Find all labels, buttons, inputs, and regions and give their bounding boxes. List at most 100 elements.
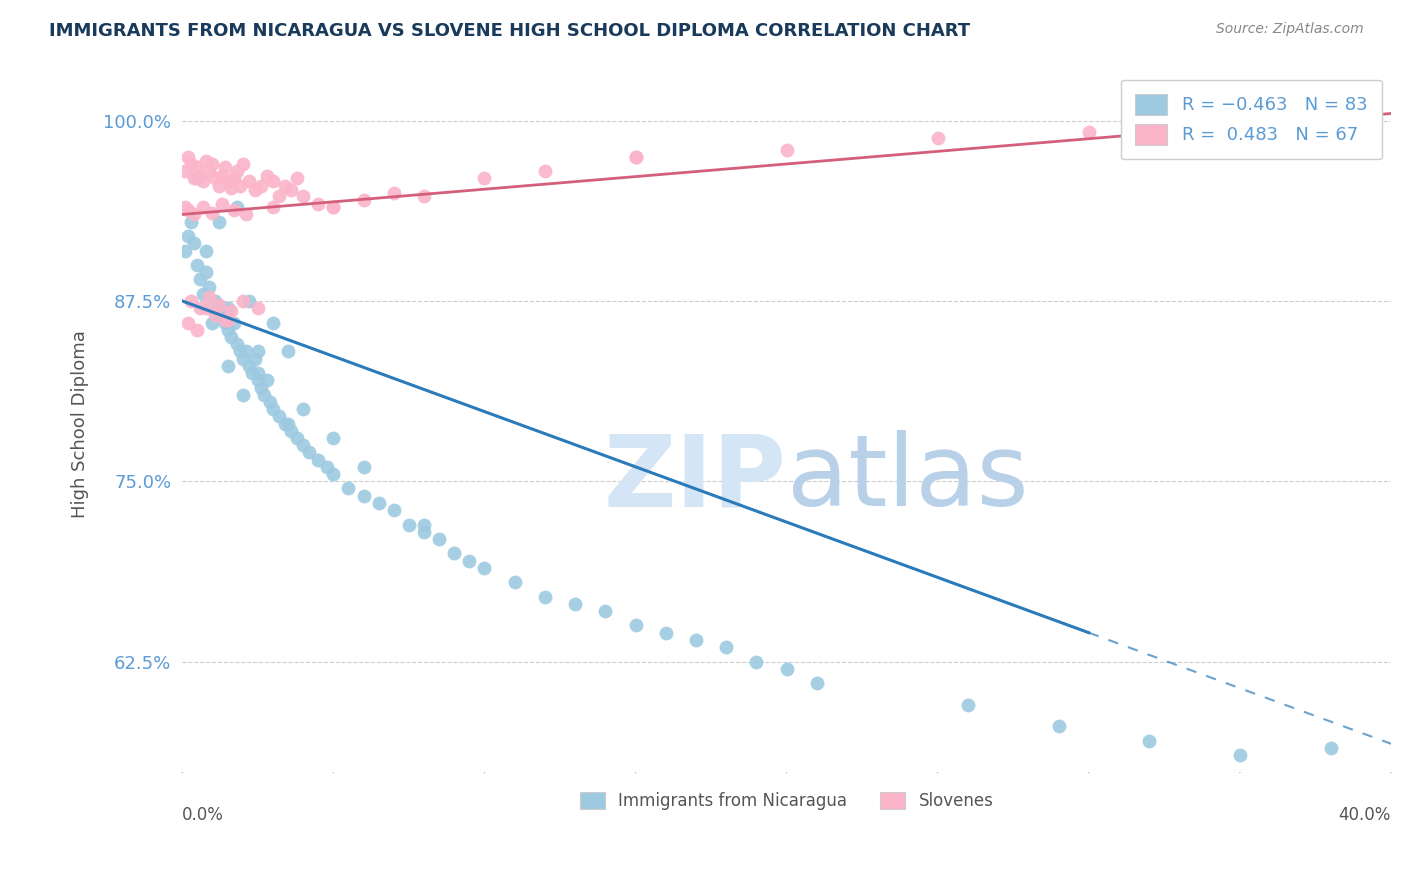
Point <box>180 293 202 308</box>
Point <box>180 157 202 171</box>
Point <box>775 143 797 157</box>
Point <box>222 203 245 218</box>
Point <box>217 323 239 337</box>
Point <box>195 265 218 279</box>
Point <box>353 459 375 474</box>
Point <box>174 200 197 214</box>
Point <box>190 272 212 286</box>
Point <box>246 301 269 316</box>
Point <box>292 188 315 202</box>
Point <box>253 388 276 402</box>
Point <box>243 183 266 197</box>
Point <box>398 517 420 532</box>
Point <box>198 164 221 178</box>
Point <box>280 183 302 197</box>
Point <box>207 215 229 229</box>
Point <box>624 618 647 632</box>
Point <box>298 445 321 459</box>
Point <box>1229 113 1251 128</box>
Point <box>745 655 768 669</box>
Text: atlas: atlas <box>786 431 1028 527</box>
Point <box>238 293 260 308</box>
Point <box>195 244 218 258</box>
Point <box>262 174 284 188</box>
Point <box>382 186 405 200</box>
Point <box>222 171 245 186</box>
Point <box>235 207 257 221</box>
Point <box>474 171 496 186</box>
Point <box>225 337 247 351</box>
Point <box>624 150 647 164</box>
Point <box>186 258 208 272</box>
Point <box>353 489 375 503</box>
Point <box>367 496 389 510</box>
Point <box>775 662 797 676</box>
Point <box>595 604 617 618</box>
Point <box>262 316 284 330</box>
Point <box>232 293 254 308</box>
Point <box>214 312 236 326</box>
Point <box>1137 734 1160 748</box>
Point <box>246 344 269 359</box>
Point <box>174 164 197 178</box>
Point <box>180 215 202 229</box>
Text: IMMIGRANTS FROM NICARAGUA VS SLOVENE HIGH SCHOOL DIPLOMA CORRELATION CHART: IMMIGRANTS FROM NICARAGUA VS SLOVENE HIG… <box>49 22 970 40</box>
Point <box>1137 117 1160 131</box>
Point <box>259 395 281 409</box>
Point <box>238 174 260 188</box>
Point <box>211 197 233 211</box>
Point <box>322 200 344 214</box>
Point <box>927 131 949 145</box>
Text: ZIP: ZIP <box>603 431 786 527</box>
Point <box>190 169 212 183</box>
Point <box>280 424 302 438</box>
Point <box>228 178 250 193</box>
Point <box>714 640 737 654</box>
Point <box>246 366 269 380</box>
Point <box>201 157 224 171</box>
Point <box>249 380 271 394</box>
Point <box>806 676 828 690</box>
Point <box>413 524 436 539</box>
Point <box>427 532 450 546</box>
Point <box>956 698 979 712</box>
Point <box>238 359 260 373</box>
Y-axis label: High School Diploma: High School Diploma <box>72 330 89 517</box>
Point <box>534 164 557 178</box>
Point <box>267 409 290 424</box>
Text: 40.0%: 40.0% <box>1339 805 1391 824</box>
Point <box>322 431 344 445</box>
Point <box>207 178 229 193</box>
Point <box>183 236 205 251</box>
Point <box>322 200 344 214</box>
Point <box>204 171 226 186</box>
Point <box>183 207 205 221</box>
Point <box>225 164 247 178</box>
Point <box>174 244 197 258</box>
Point <box>1077 125 1099 139</box>
Point <box>256 169 278 183</box>
Point <box>211 169 233 183</box>
Point <box>193 200 215 214</box>
Point <box>534 590 557 604</box>
Point <box>413 188 436 202</box>
Point <box>198 290 221 304</box>
Point <box>285 171 308 186</box>
Point <box>186 160 208 174</box>
Point <box>204 293 226 308</box>
Point <box>193 174 215 188</box>
Point <box>1047 719 1070 733</box>
Point <box>256 373 278 387</box>
Point <box>219 304 242 318</box>
Point <box>316 459 339 474</box>
Point <box>262 200 284 214</box>
Point <box>353 193 375 207</box>
Point <box>219 181 242 195</box>
Point <box>225 200 247 214</box>
Point <box>214 316 236 330</box>
Point <box>262 402 284 417</box>
Point <box>1319 741 1341 756</box>
Point <box>217 312 239 326</box>
Point <box>307 197 329 211</box>
Point <box>267 188 290 202</box>
